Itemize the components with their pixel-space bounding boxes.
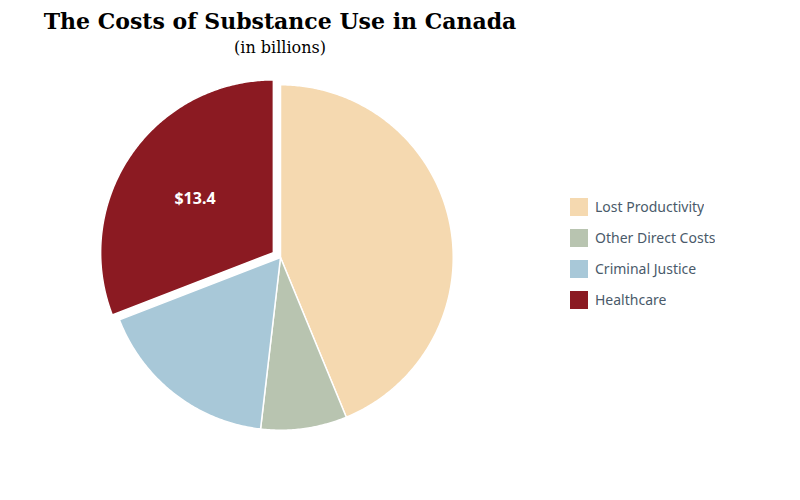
html-text:Lost Productivity: Lost Productivity (595, 196, 705, 216)
html-text:Healthcare: Healthcare (595, 289, 667, 309)
html-text:The Costs of Substance Use in: The Costs of Substance Use in Canada (43, 8, 517, 34)
html-text:Criminal Justice: Criminal Justice (595, 258, 697, 278)
html-text:Other Direct Costs: Other Direct Costs (595, 227, 716, 247)
svg-text:$13.4: $13.4 (174, 187, 215, 209)
html-text:(in billions): (in billions) (234, 38, 326, 57)
